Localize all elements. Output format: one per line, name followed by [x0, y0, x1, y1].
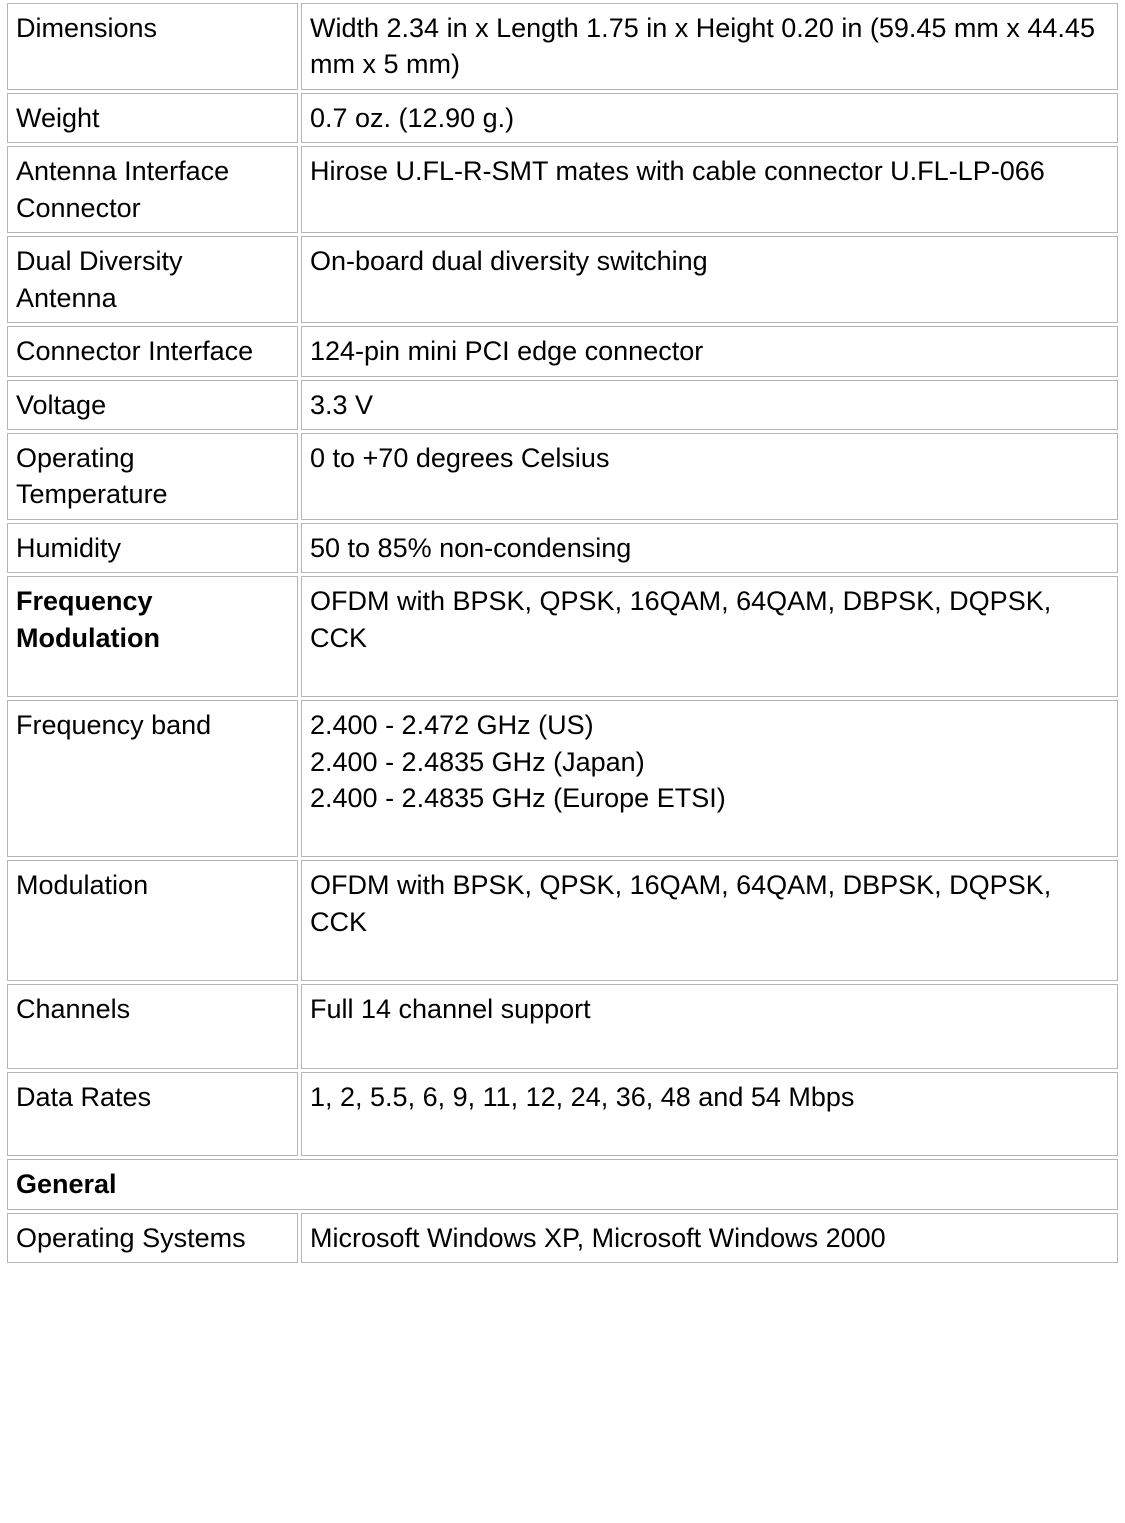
- spec-value: 1, 2, 5.5, 6, 9, 11, 12, 24, 36, 48 and …: [301, 1072, 1118, 1156]
- spec-value: Microsoft Windows XP, Microsoft Windows …: [301, 1213, 1118, 1263]
- table-row: Antenna Interface ConnectorHirose U.FL-R…: [7, 146, 1118, 233]
- spec-label: Voltage: [7, 380, 298, 430]
- table-row: ModulationOFDM with BPSK, QPSK, 16QAM, 6…: [7, 860, 1118, 981]
- spec-label: Operating Temperature: [7, 433, 298, 520]
- table-row: Weight0.7 oz. (12.90 g.): [7, 93, 1118, 143]
- spec-value: Width 2.34 in x Length 1.75 in x Height …: [301, 3, 1118, 90]
- spec-label: Frequency Modulation: [7, 576, 298, 697]
- spec-value: 2.400 - 2.472 GHz (US)2.400 - 2.4835 GHz…: [301, 700, 1118, 857]
- spec-value: 0.7 oz. (12.90 g.): [301, 93, 1118, 143]
- spec-label: Modulation: [7, 860, 298, 981]
- spec-value: 124-pin mini PCI edge connector: [301, 326, 1118, 376]
- table-row: Humidity50 to 85% non-condensing: [7, 523, 1118, 573]
- table-row: Operating SystemsMicrosoft Windows XP, M…: [7, 1213, 1118, 1263]
- spec-label: Connector Interface: [7, 326, 298, 376]
- spec-label: Frequency band: [7, 700, 298, 857]
- table-row: ChannelsFull 14 channel support: [7, 984, 1118, 1068]
- spec-label: Antenna Interface Connector: [7, 146, 298, 233]
- section-header: General: [7, 1159, 1118, 1209]
- spec-value-line: 2.400 - 2.4835 GHz (Europe ETSI): [310, 780, 1109, 816]
- spec-value-line: 2.400 - 2.4835 GHz (Japan): [310, 744, 1109, 780]
- table-row: Dual Diversity AntennaOn-board dual dive…: [7, 236, 1118, 323]
- table-row: Voltage3.3 V: [7, 380, 1118, 430]
- table-row: Connector Interface124-pin mini PCI edge…: [7, 326, 1118, 376]
- table-row: Frequency band2.400 - 2.472 GHz (US)2.40…: [7, 700, 1118, 857]
- spec-label: Data Rates: [7, 1072, 298, 1156]
- spec-label: Operating Systems: [7, 1213, 298, 1263]
- spec-value: 0 to +70 degrees Celsius: [301, 433, 1118, 520]
- table-row: Data Rates1, 2, 5.5, 6, 9, 11, 12, 24, 3…: [7, 1072, 1118, 1156]
- section-header-row: General: [7, 1159, 1118, 1209]
- spec-label: Humidity: [7, 523, 298, 573]
- spec-value: OFDM with BPSK, QPSK, 16QAM, 64QAM, DBPS…: [301, 860, 1118, 981]
- table-row: DimensionsWidth 2.34 in x Length 1.75 in…: [7, 3, 1118, 90]
- spec-value: Full 14 channel support: [301, 984, 1118, 1068]
- spec-table-body: DimensionsWidth 2.34 in x Length 1.75 in…: [7, 3, 1118, 1263]
- spec-label: Weight: [7, 93, 298, 143]
- spec-value: OFDM with BPSK, QPSK, 16QAM, 64QAM, DBPS…: [301, 576, 1118, 697]
- spec-table: DimensionsWidth 2.34 in x Length 1.75 in…: [4, 0, 1121, 1266]
- spec-value: 50 to 85% non-condensing: [301, 523, 1118, 573]
- spec-value: On-board dual diversity switching: [301, 236, 1118, 323]
- spec-label: Dual Diversity Antenna: [7, 236, 298, 323]
- table-row: Operating Temperature0 to +70 degrees Ce…: [7, 433, 1118, 520]
- table-row: Frequency ModulationOFDM with BPSK, QPSK…: [7, 576, 1118, 697]
- spec-value: Hirose U.FL-R-SMT mates with cable conne…: [301, 146, 1118, 233]
- spec-value-line: 2.400 - 2.472 GHz (US): [310, 707, 1109, 743]
- spec-value: 3.3 V: [301, 380, 1118, 430]
- spec-label: Channels: [7, 984, 298, 1068]
- spec-label: Dimensions: [7, 3, 298, 90]
